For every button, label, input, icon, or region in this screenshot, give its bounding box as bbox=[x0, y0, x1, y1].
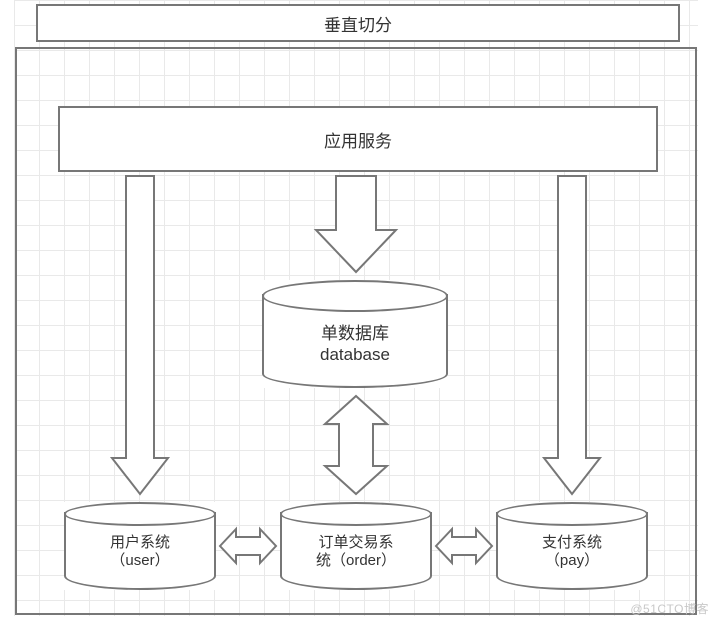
database-cylinder: 单数据库database bbox=[262, 280, 448, 388]
arrow-down-to-db bbox=[316, 176, 396, 272]
subsystem-pay: 支付系统（pay） bbox=[496, 502, 648, 590]
watermark: @51CTO博客 bbox=[630, 600, 709, 617]
arrow-down-to-user bbox=[112, 176, 168, 494]
subsystem-label-zh: 支付系统 bbox=[542, 534, 602, 552]
app-service-box: 应用服务 bbox=[58, 106, 658, 172]
arrow-double-h-order-pay bbox=[436, 529, 492, 563]
title-label: 垂直切分 bbox=[324, 11, 392, 36]
subsystem-order: 订单交易系统（order） bbox=[280, 502, 432, 590]
subsystem-label-zh: 用户系统 bbox=[110, 534, 170, 552]
subsystem-label-en: （user） bbox=[110, 552, 169, 570]
database-label-zh: 单数据库 bbox=[321, 323, 389, 344]
arrow-down-to-pay bbox=[544, 176, 600, 494]
arrow-double-h-user-order bbox=[220, 529, 276, 563]
subsystem-label-en: 统（order） bbox=[316, 552, 396, 570]
subsystem-label-en: （pay） bbox=[545, 552, 599, 570]
app-service-label: 应用服务 bbox=[324, 127, 392, 152]
subsystem-user: 用户系统（user） bbox=[64, 502, 216, 590]
database-label-en: database bbox=[320, 344, 390, 365]
arrow-double-vertical bbox=[325, 396, 387, 494]
title-box: 垂直切分 bbox=[36, 4, 680, 42]
subsystem-label-zh: 订单交易系 bbox=[318, 534, 393, 552]
